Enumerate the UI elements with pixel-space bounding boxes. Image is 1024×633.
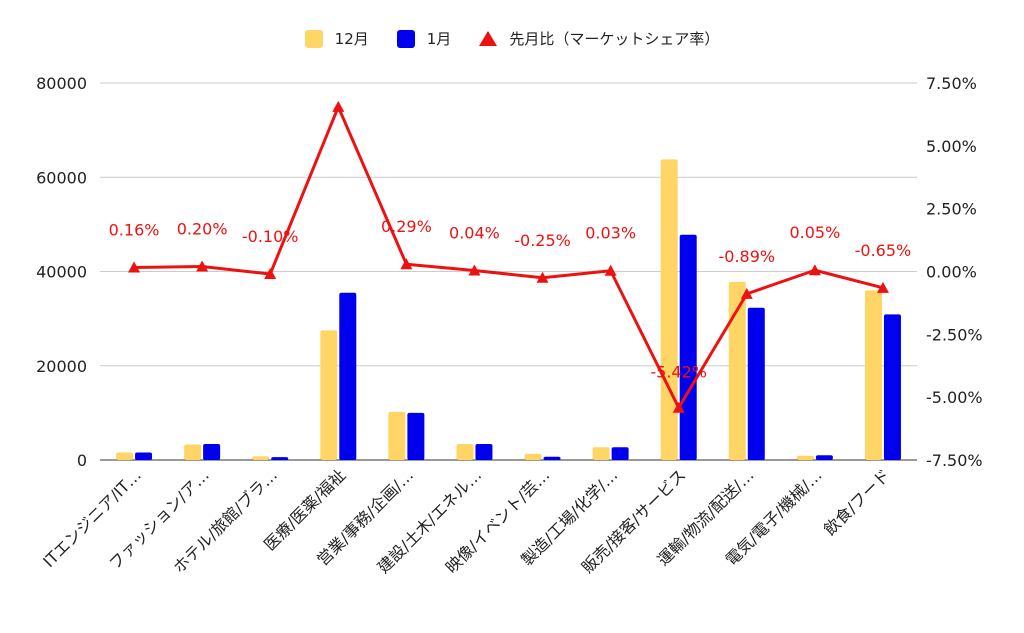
bar-12月 [796, 455, 814, 460]
bar-12月 [864, 290, 882, 460]
bar-12月 [388, 411, 406, 460]
data-label-share-ratio: -0.65% [855, 241, 912, 260]
data-label-share-ratio: 0.29% [381, 217, 432, 236]
y-tick-label: 20000 [36, 357, 87, 376]
point-share-ratio [128, 261, 141, 273]
line-share-ratio [134, 105, 884, 410]
bar-12月 [592, 447, 610, 460]
point-share-ratio [740, 287, 753, 299]
point-share-ratio [876, 281, 889, 293]
point-share-ratio [196, 260, 209, 272]
data-label-share-ratio: 0.04% [449, 223, 500, 242]
bar-1月 [475, 443, 493, 460]
y2-tick-label: 2.50% [926, 200, 977, 219]
point-share-ratio [400, 258, 413, 270]
y2-tick-label: 7.50% [926, 74, 977, 93]
bar-1月 [815, 455, 833, 460]
point-share-ratio [536, 271, 549, 283]
legend-triangle-icon [479, 31, 498, 46]
bar-12月 [252, 456, 270, 460]
data-label-share-ratio: 0.03% [585, 224, 636, 243]
legend-item-1月: 1月 [396, 28, 452, 49]
y-tick-label: 60000 [36, 168, 87, 187]
bar-1月 [203, 443, 221, 460]
legend-item-share-ratio: 先月比（マーケットシェア率） [479, 28, 719, 49]
legend-label-1月: 1月 [426, 30, 452, 48]
bar-12月 [184, 444, 202, 460]
bar-1月 [883, 314, 901, 460]
y2-tick-label: 5.00% [926, 137, 977, 156]
y2-tick-label: -2.50% [926, 325, 983, 344]
legend-swatch-12月 [304, 29, 323, 48]
bar-1月 [679, 234, 697, 460]
y2-tick-label: -5.00% [926, 388, 983, 407]
legend-label-share-ratio: 先月比（マーケットシェア率） [509, 30, 720, 48]
y-tick-label: 80000 [36, 74, 87, 93]
legend-label-12月: 12月 [334, 30, 369, 48]
data-label-share-ratio: 0.20% [177, 219, 228, 238]
point-share-ratio [808, 264, 821, 276]
y2-tick-label: -7.50% [926, 451, 983, 470]
point-share-ratio [332, 100, 345, 112]
legend-item-12月: 12月 [304, 28, 369, 49]
y2-tick-label: 0.00% [926, 263, 977, 282]
data-label-share-ratio: -0.10% [242, 227, 299, 246]
data-label-share-ratio: 0.05% [789, 223, 840, 242]
bar-1月 [747, 307, 765, 460]
bar-1月 [407, 412, 425, 460]
point-share-ratio [672, 401, 685, 413]
point-share-ratio [264, 268, 277, 280]
bar-12月 [660, 159, 678, 460]
point-share-ratio [604, 264, 617, 276]
bar-12月 [728, 281, 746, 460]
bar-1月 [339, 292, 357, 460]
data-label-share-ratio: -5.42% [650, 363, 707, 382]
point-share-ratio [468, 264, 481, 276]
data-label-share-ratio: -0.89% [718, 247, 775, 266]
data-label-share-ratio: -0.25% [514, 231, 571, 250]
bar-1月 [135, 452, 153, 460]
bar-1月 [543, 456, 561, 460]
data-label-share-ratio: 0.16% [109, 220, 160, 239]
chart-legend: 12月 1月 先月比（マーケットシェア率） [0, 28, 1024, 49]
y-tick-label: 0 [77, 451, 87, 470]
bar-1月 [271, 457, 289, 460]
bar-12月 [320, 330, 338, 460]
y-tick-label: 40000 [36, 263, 87, 282]
bar-12月 [456, 443, 474, 460]
x-category-label: 飲食/フード [820, 465, 894, 539]
bar-1月 [611, 447, 629, 460]
bar-12月 [116, 452, 134, 460]
legend-swatch-1月 [396, 29, 415, 48]
bar-12月 [524, 453, 542, 460]
